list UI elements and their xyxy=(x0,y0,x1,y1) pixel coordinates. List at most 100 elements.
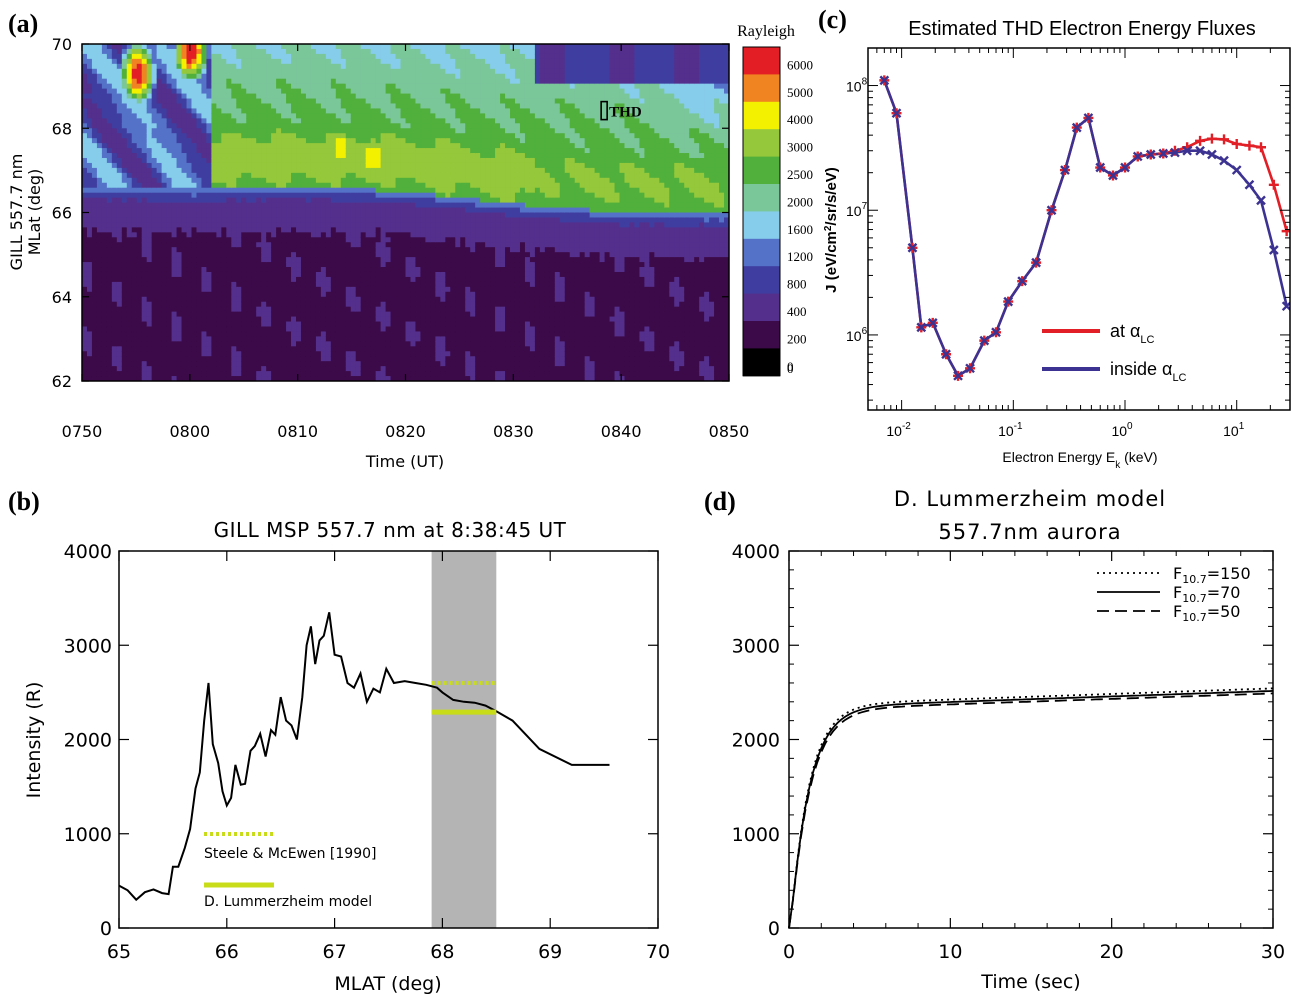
heatmap-cell xyxy=(111,177,118,184)
heatmap-cell xyxy=(335,172,342,179)
heatmap-cell xyxy=(191,222,198,228)
heatmap-cell xyxy=(221,341,227,347)
heatmap-cell xyxy=(440,247,446,253)
heatmap-cell xyxy=(445,177,451,184)
heatmap-cell xyxy=(365,336,372,342)
heatmap-cell xyxy=(320,44,327,50)
heatmap-cell xyxy=(171,207,178,214)
heatmap-cell xyxy=(340,118,347,124)
heatmap-cell xyxy=(191,232,198,238)
heatmap-cell xyxy=(241,98,247,105)
heatmap-cell xyxy=(176,361,183,367)
heatmap-cell xyxy=(360,361,367,367)
heatmap-cell xyxy=(101,172,108,179)
heatmap-cell xyxy=(261,311,267,318)
heatmap-cell xyxy=(296,98,302,105)
heatmap-cell xyxy=(146,153,153,159)
heatmap-cell xyxy=(261,108,267,114)
heatmap-cell xyxy=(271,267,277,273)
heatmap-cell xyxy=(121,361,128,367)
heatmap-cell xyxy=(360,58,367,65)
heatmap-cell xyxy=(385,242,392,248)
heatmap-cell xyxy=(236,222,242,228)
heatmap-cell xyxy=(395,167,402,174)
heatmap-cell xyxy=(216,93,222,100)
heatmap-cell xyxy=(430,48,436,55)
heatmap-cell xyxy=(231,128,237,134)
heatmap-cell xyxy=(251,247,257,253)
heatmap-cell xyxy=(151,177,158,184)
heatmap-cell xyxy=(206,103,212,110)
heatmap-cell xyxy=(166,271,173,278)
heatmap-cell xyxy=(82,232,88,238)
heatmap-cell xyxy=(296,232,302,238)
heatmap-cell xyxy=(380,341,387,347)
heatmap-cell xyxy=(256,48,262,55)
heatmap-cell xyxy=(196,376,203,381)
heatmap-cell xyxy=(345,336,352,342)
heatmap-cell xyxy=(171,138,178,144)
heatmap-cell xyxy=(365,103,372,110)
heatmap-cell xyxy=(410,326,417,333)
heatmap-cell xyxy=(320,138,327,144)
heatmap-cell xyxy=(365,53,372,60)
heatmap-cell xyxy=(216,371,222,377)
heatmap-cell xyxy=(91,371,98,377)
heatmap-cell xyxy=(231,123,237,129)
heatmap-cell xyxy=(276,113,282,119)
heatmap-cell xyxy=(186,207,193,214)
heatmap-cell xyxy=(151,366,158,372)
heatmap-cell xyxy=(246,202,252,209)
heatmap-cell xyxy=(425,351,431,357)
heatmap-cell xyxy=(405,63,412,70)
heatmap-cell xyxy=(415,276,422,283)
heatmap-cell xyxy=(251,296,257,303)
heatmap-cell xyxy=(106,316,113,323)
heatmap-cell xyxy=(236,371,242,377)
heatmap-cell xyxy=(116,281,123,288)
heatmap-cell xyxy=(96,197,103,204)
heatmap-cell xyxy=(216,346,222,352)
heatmap-cell xyxy=(82,68,88,75)
heatmap-cell xyxy=(330,98,337,105)
heatmap-cell xyxy=(300,123,307,129)
heatmap-cell xyxy=(161,376,168,381)
heatmap-cell xyxy=(161,291,168,298)
heatmap-cell xyxy=(86,123,93,129)
heatmap-cell xyxy=(241,162,247,169)
heatmap-cell xyxy=(350,162,357,169)
heatmap-cell xyxy=(116,48,123,55)
heatmap-cell xyxy=(340,242,347,248)
heatmap-cell xyxy=(360,78,367,85)
heatmap-cell xyxy=(435,182,441,189)
heatmap-cell xyxy=(161,103,168,110)
heatmap-cell xyxy=(216,167,222,174)
heatmap-cell xyxy=(206,286,212,293)
heatmap-cell xyxy=(415,182,422,189)
heatmap-cell xyxy=(276,217,282,224)
heatmap-cell xyxy=(136,182,143,189)
heatmap-cell xyxy=(335,217,342,224)
heatmap-cell xyxy=(375,187,382,194)
heatmap-cell xyxy=(176,217,183,224)
heatmap-cell xyxy=(310,93,317,100)
heatmap-cell xyxy=(281,177,287,184)
heatmap-cell xyxy=(385,336,392,342)
heatmap-cell xyxy=(121,153,128,159)
heatmap-cell xyxy=(261,356,267,362)
heatmap-cell xyxy=(241,301,247,308)
heatmap-cell xyxy=(191,326,198,333)
heatmap-cell xyxy=(271,113,277,119)
heatmap-cell xyxy=(131,351,138,357)
heatmap-cell xyxy=(156,311,163,318)
heatmap-cell xyxy=(206,262,212,268)
heatmap-cell xyxy=(350,336,357,342)
heatmap-cell xyxy=(296,296,302,303)
heatmap-cell xyxy=(211,316,217,323)
heatmap-cell xyxy=(201,281,208,288)
heatmap-cell xyxy=(420,68,427,75)
heatmap-cell xyxy=(221,257,227,263)
heatmap-cell xyxy=(266,73,272,80)
heatmap-cell xyxy=(345,78,352,85)
heatmap-cell xyxy=(116,311,123,318)
